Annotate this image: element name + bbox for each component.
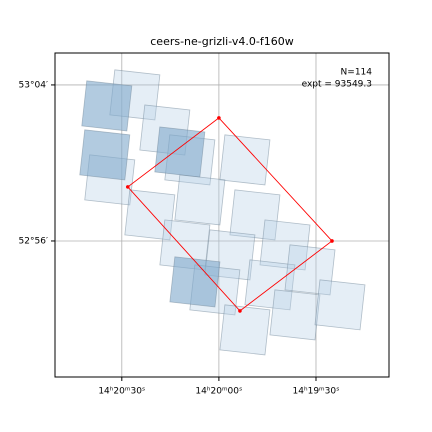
region-vertex [330, 239, 334, 243]
footprint [259, 219, 311, 271]
region-vertex [217, 116, 221, 120]
x-tick-label: 14ʰ20ᵐ00ˢ [195, 387, 242, 397]
footprint [81, 80, 133, 132]
footprint [154, 126, 206, 178]
footprint [169, 256, 221, 308]
x-tick-label: 14ʰ19ᵐ30ˢ [293, 387, 340, 397]
footprint [79, 129, 131, 181]
footprint [174, 174, 226, 226]
footprint [219, 134, 271, 186]
annotation: N=114 [341, 68, 373, 78]
footprint [219, 304, 271, 356]
footprint [124, 189, 176, 241]
x-tick-label: 14ʰ20ᵐ30ˢ [98, 387, 145, 397]
footprint [229, 189, 281, 241]
plot-frame [54, 52, 390, 378]
chart-title: ceers-ne-grizli-v4.0-f160w [150, 35, 293, 48]
region-vertex [238, 309, 242, 313]
footprint [159, 219, 211, 271]
footprint [284, 244, 336, 296]
annotation: expt = 93549.3 [302, 80, 372, 90]
region-vertex [125, 185, 130, 189]
footprint [314, 279, 366, 331]
y-tick-label: 52°56′ [19, 236, 48, 246]
y-tick-label: 53°04′ [19, 80, 48, 90]
footprint [269, 289, 321, 341]
